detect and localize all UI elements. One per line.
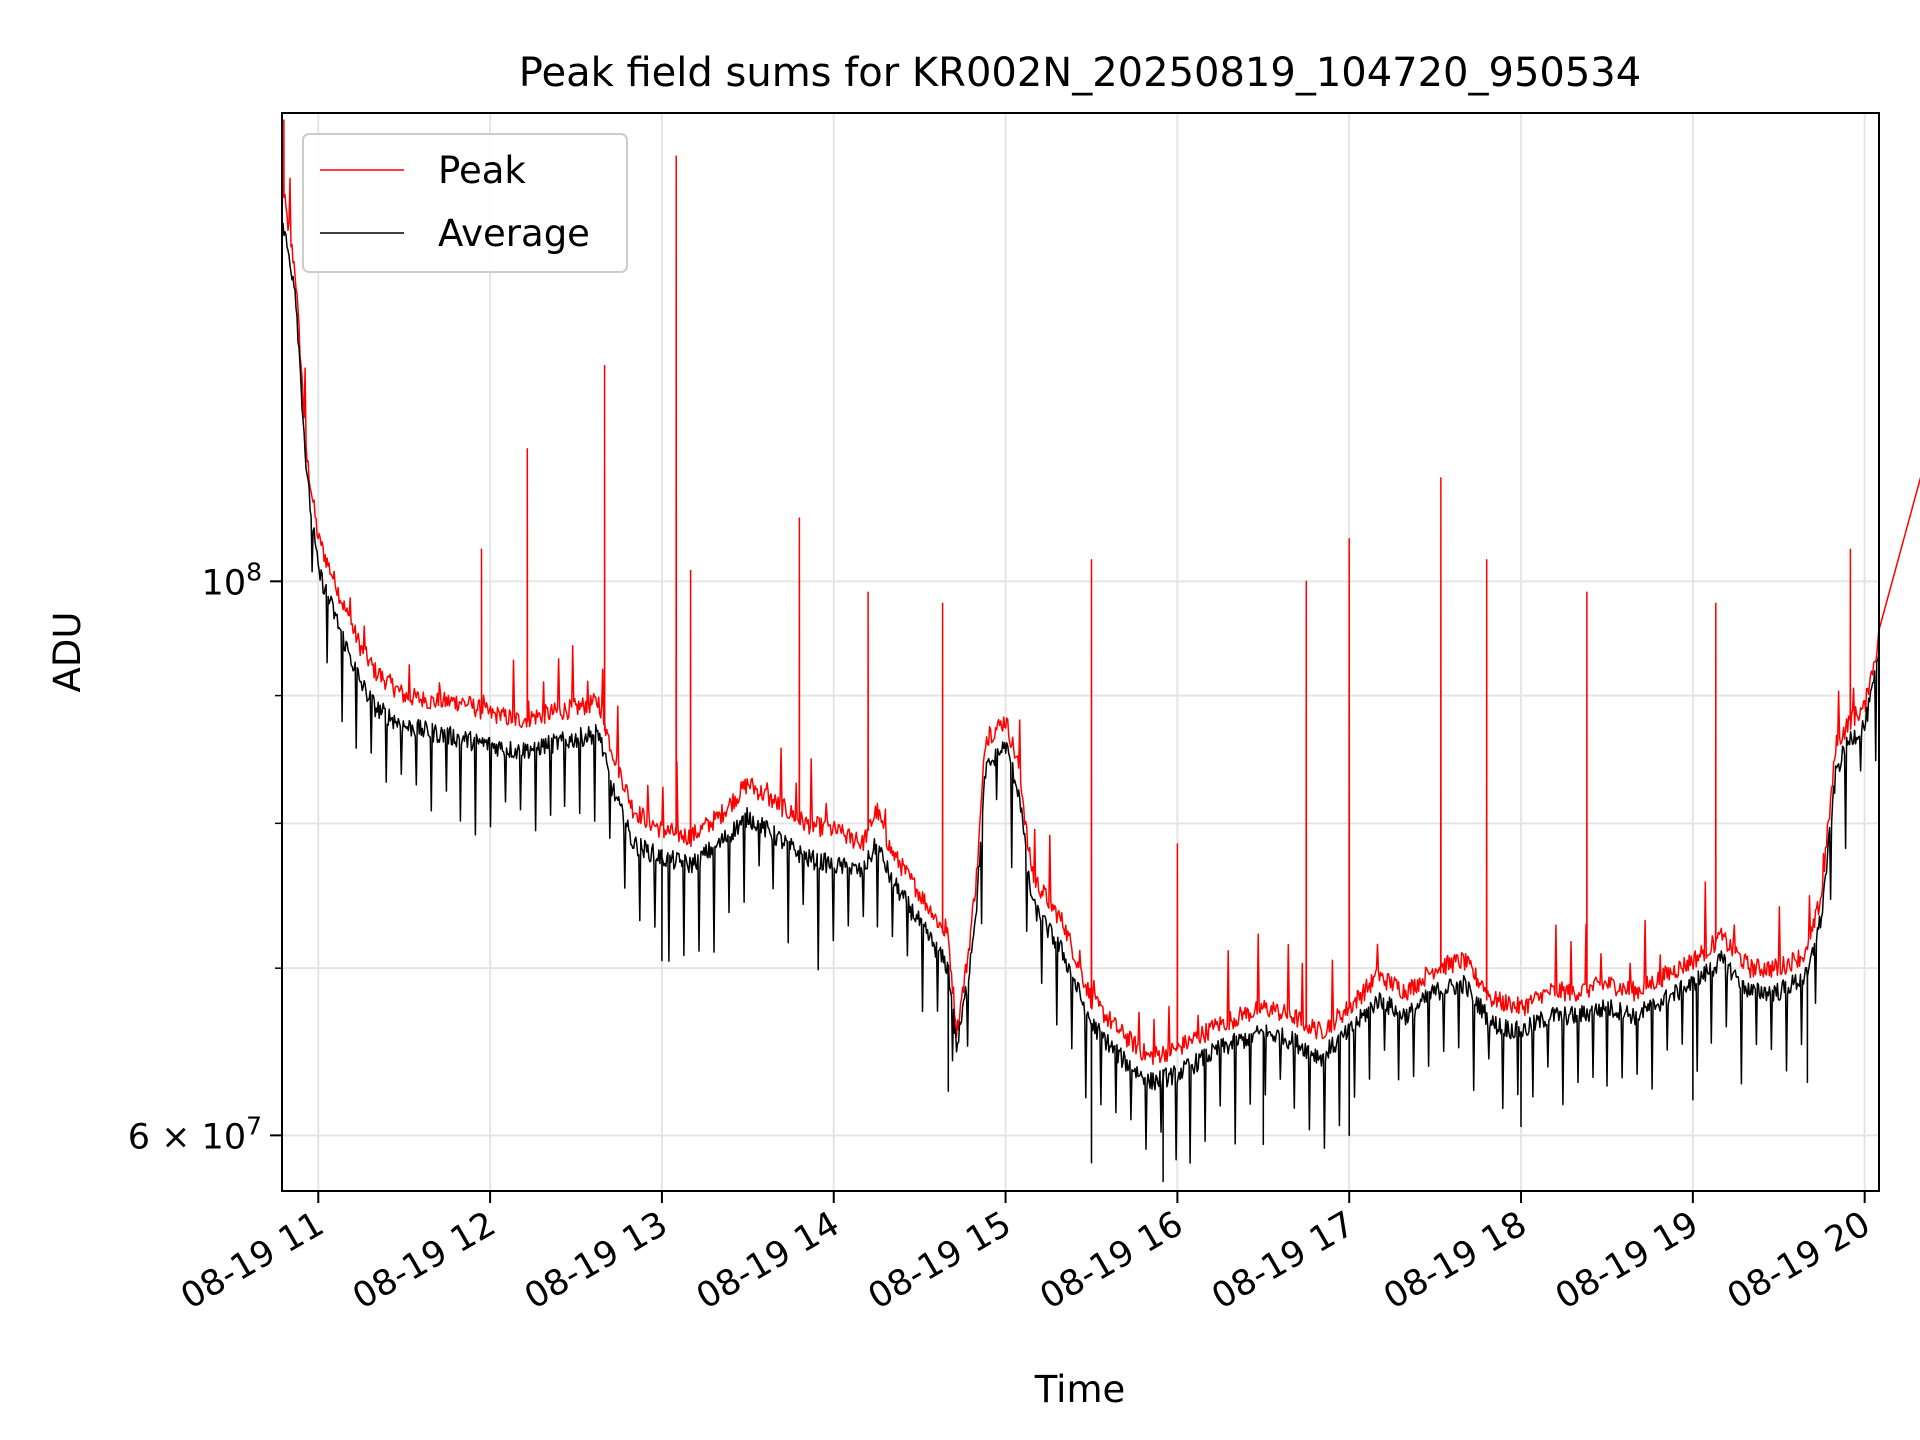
plot-series xyxy=(281,119,1920,1183)
y-tick-label: 6 × 107 xyxy=(128,1111,262,1157)
y-axis-label: ADU xyxy=(46,612,89,693)
y-tick-label: 108 xyxy=(202,557,262,603)
legend-label-average: Average xyxy=(438,212,590,255)
series-peak-line xyxy=(281,119,1920,1066)
chart-title: Peak field sums for KR002N_20250819_1047… xyxy=(519,50,1641,96)
axes-frame xyxy=(281,112,1880,1192)
series-average-line xyxy=(281,222,1880,1183)
legend-box xyxy=(302,133,628,273)
legend-label-peak: Peak xyxy=(438,149,526,192)
legend: Peak Average xyxy=(302,133,628,273)
y-axis-ticks: 108 6 × 107 xyxy=(128,557,282,1157)
x-axis-label: Time xyxy=(1034,1368,1126,1411)
